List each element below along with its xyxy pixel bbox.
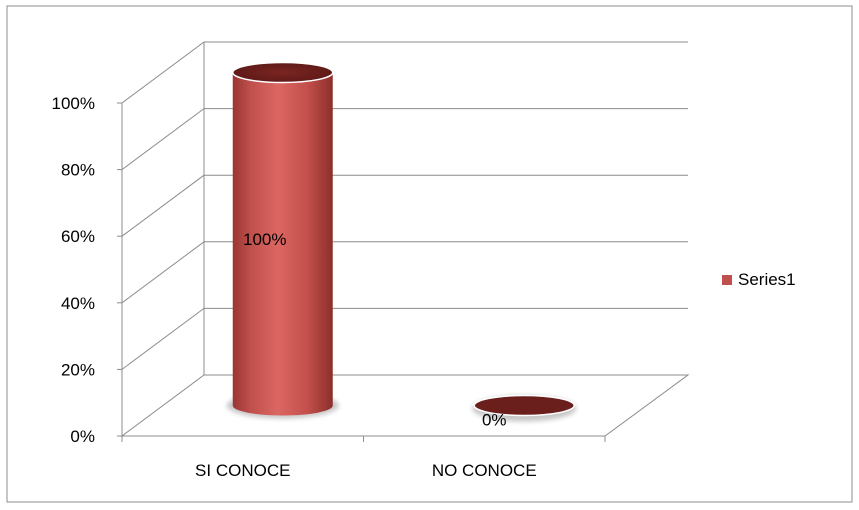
y-tick-label: 40% [61,294,95,313]
side-wall-line [121,174,205,237]
side-wall-line [121,241,205,304]
y-tick-label: 80% [61,161,95,180]
side-wall-line [121,108,205,171]
y-tick-label: 20% [61,360,95,379]
data-label: 0% [482,411,507,430]
data-label: 100% [243,230,286,249]
floor-outline [120,374,690,437]
legend-label-series1: Series1 [738,270,796,289]
x-tick-label: NO CONOCE [432,461,537,480]
chart-border [6,5,853,503]
bar-cylinder-body [232,72,333,416]
y-tick-label: 0% [70,427,95,446]
y-tick-label: 100% [52,94,95,113]
legend-swatch-series1 [722,275,732,285]
x-tick-label: SI CONOCE [195,461,290,480]
plot-area: 0% 20% 40% 60% 80% 100% SI CONOCE NO CONOCE 100%… [52,41,690,480]
y-tick-label: 60% [61,227,95,246]
legend: Series1 [722,270,796,289]
bar-cylinder-flat [473,394,575,417]
side-wall-line [121,307,205,370]
side-wall-line [121,41,205,104]
bar-cylinder-top [232,61,334,84]
